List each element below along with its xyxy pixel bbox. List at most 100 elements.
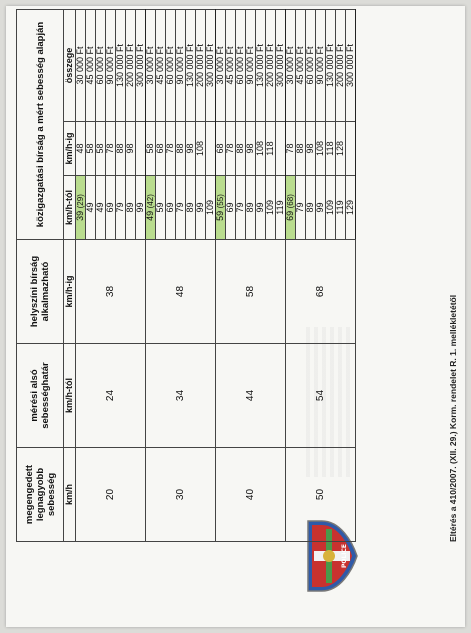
table-row: 20 24 38 39 (29) 48 30 000 Ft bbox=[75, 9, 146, 542]
speed-from-value: 89 bbox=[185, 202, 195, 213]
speed-limit-cell: 30 bbox=[145, 447, 216, 542]
header-measure-lower: mérési alsó sebességhatár bbox=[16, 343, 64, 448]
fine-amount-cell: 30 000 Ft bbox=[145, 9, 156, 122]
police-shield-icon: POLICE bbox=[307, 520, 358, 592]
speed-from-cell: 49 (42) bbox=[145, 175, 156, 240]
table-row: 40 44 58 59 (55) 68 30 000 Ft bbox=[215, 9, 286, 542]
footer-note: Eltérés a 410/2007. (XII. 29.) Korm. ren… bbox=[448, 294, 458, 542]
header-admin-fine: közigazgatási bírság a mért sebesség ala… bbox=[16, 9, 64, 240]
speed-from-value: 79 bbox=[295, 202, 305, 213]
speed-to-cell: 48 bbox=[75, 121, 86, 176]
fine-amount-cell: 90 000 Ft bbox=[105, 9, 116, 122]
speed-to-cell: 78 bbox=[225, 121, 236, 176]
speed-from-cell: 99 bbox=[195, 175, 206, 240]
speed-from-cell: 99 bbox=[315, 175, 326, 240]
speed-from-cell: 69 bbox=[105, 175, 116, 240]
speed-from-value: 49 bbox=[145, 210, 155, 221]
on-site-limit-cell: 58 bbox=[215, 239, 286, 344]
fine-amount-cell: 45 000 Ft bbox=[295, 9, 306, 122]
speed-from-cell: 59 (55) bbox=[215, 175, 226, 240]
speed-to-cell: 108 bbox=[315, 121, 326, 176]
speed-from-cell: 99 bbox=[255, 175, 266, 240]
on-site-limit-cell: 48 bbox=[145, 239, 216, 344]
measure-lower-cell: 44 bbox=[215, 343, 286, 448]
speed-from-cell: 79 bbox=[175, 175, 186, 240]
speed-from-cell: 99 bbox=[135, 175, 146, 240]
speed-from-cell: 39 (29) bbox=[75, 175, 86, 240]
speed-to-cell: 88 bbox=[295, 121, 306, 176]
speed-from-value: 109 bbox=[205, 199, 215, 216]
speed-from-value: 99 bbox=[195, 202, 205, 213]
fine-amount-cell: 200 000 Ft bbox=[335, 9, 346, 122]
fine-amount-cell: 30 000 Ft bbox=[75, 9, 86, 122]
speed-from-value: 89 bbox=[305, 202, 315, 213]
fine-amount-cell: 90 000 Ft bbox=[245, 9, 256, 122]
on-site-limit-cell: 38 bbox=[75, 239, 146, 344]
fine-amount-cell: 60 000 Ft bbox=[95, 9, 106, 122]
speed-from-value: 109 bbox=[325, 199, 335, 216]
speed-from-cell: 89 bbox=[305, 175, 316, 240]
speed-from-value: 69 bbox=[165, 202, 175, 213]
speed-to-cell: 58 bbox=[95, 121, 106, 176]
speed-from-cell: 119 bbox=[335, 175, 346, 240]
speed-to-cell: 108 bbox=[255, 121, 266, 176]
speed-to-cell bbox=[345, 121, 356, 176]
logo-text: POLICE bbox=[341, 544, 348, 568]
speed-to-cell bbox=[205, 121, 216, 176]
fine-amount-cell: 200 000 Ft bbox=[195, 9, 206, 122]
speed-from-cell: 129 bbox=[345, 175, 356, 240]
speed-to-cell: 78 bbox=[105, 121, 116, 176]
speed-to-cell: 68 bbox=[215, 121, 226, 176]
speed-from-cell: 109 bbox=[265, 175, 276, 240]
speed-from-value: 69 bbox=[285, 210, 295, 221]
header-on-site-fine: helyszíni bírság alkalmazható bbox=[16, 239, 64, 344]
fine-amount-cell: 300 000 Ft bbox=[345, 9, 356, 122]
fine-amount-cell: 90 000 Ft bbox=[315, 9, 326, 122]
speed-from-cell: 49 bbox=[95, 175, 106, 240]
speed-from-cell: 59 bbox=[155, 175, 166, 240]
unit-speed-limit: km/h bbox=[63, 447, 76, 542]
fine-amount-cell: 90 000 Ft bbox=[175, 9, 186, 122]
fine-amount-cell: 130 000 Ft bbox=[115, 9, 126, 122]
fine-amount-cell: 200 000 Ft bbox=[125, 9, 136, 122]
speed-from-cell: 89 bbox=[125, 175, 136, 240]
speed-to-cell bbox=[135, 121, 146, 176]
table-body: 20 24 38 39 (29) 48 30 000 Ft 49 58 45 000 Ft 49 5… bbox=[75, 9, 356, 542]
speed-from-value: 79 bbox=[175, 202, 185, 213]
speed-from-note: (68) bbox=[286, 194, 295, 209]
speed-from-cell: 79 bbox=[115, 175, 126, 240]
speed-fine-table: megengedett legnagyobb sebesség mérési a… bbox=[16, 9, 356, 542]
speed-from-note: (42) bbox=[146, 194, 155, 209]
speed-from-value: 49 bbox=[85, 202, 95, 213]
speed-to-cell: 58 bbox=[145, 121, 156, 176]
rotated-content: POLICE megengedett legnagyobb sebesség m… bbox=[6, 6, 465, 627]
unit-measure-lower: km/h-tól bbox=[63, 343, 76, 448]
speed-from-cell: 89 bbox=[185, 175, 196, 240]
speed-from-cell: 89 bbox=[245, 175, 256, 240]
fine-amount-cell: 60 000 Ft bbox=[165, 9, 176, 122]
speed-to-cell: 58 bbox=[85, 121, 96, 176]
speed-to-cell bbox=[275, 121, 286, 176]
speed-from-value: 79 bbox=[115, 202, 125, 213]
speed-from-value: 99 bbox=[255, 202, 265, 213]
speed-from-cell: 49 bbox=[85, 175, 96, 240]
speed-from-value: 129 bbox=[345, 199, 355, 216]
speed-from-value: 109 bbox=[265, 199, 275, 216]
speed-from-cell: 119 bbox=[275, 175, 286, 240]
speed-from-value: 39 bbox=[75, 210, 85, 221]
fine-amount-cell: 45 000 Ft bbox=[155, 9, 166, 122]
speed-from-cell: 79 bbox=[295, 175, 306, 240]
document-page: POLICE megengedett legnagyobb sebesség m… bbox=[6, 6, 465, 627]
speed-to-cell: 88 bbox=[235, 121, 246, 176]
speed-from-note: (55) bbox=[216, 194, 225, 209]
fine-amount-cell: 60 000 Ft bbox=[235, 9, 246, 122]
speed-from-value: 69 bbox=[225, 202, 235, 213]
unit-to: km/h-ig bbox=[63, 121, 76, 176]
speed-from-note: (29) bbox=[76, 194, 85, 209]
speed-to-cell: 68 bbox=[155, 121, 166, 176]
speed-to-cell: 98 bbox=[125, 121, 136, 176]
table-row: 50 54 68 69 (68) 78 30 000 Ft bbox=[285, 9, 356, 542]
fine-amount-cell: 30 000 Ft bbox=[285, 9, 296, 122]
fine-amount-cell: 130 000 Ft bbox=[325, 9, 336, 122]
speed-to-cell: 98 bbox=[305, 121, 316, 176]
